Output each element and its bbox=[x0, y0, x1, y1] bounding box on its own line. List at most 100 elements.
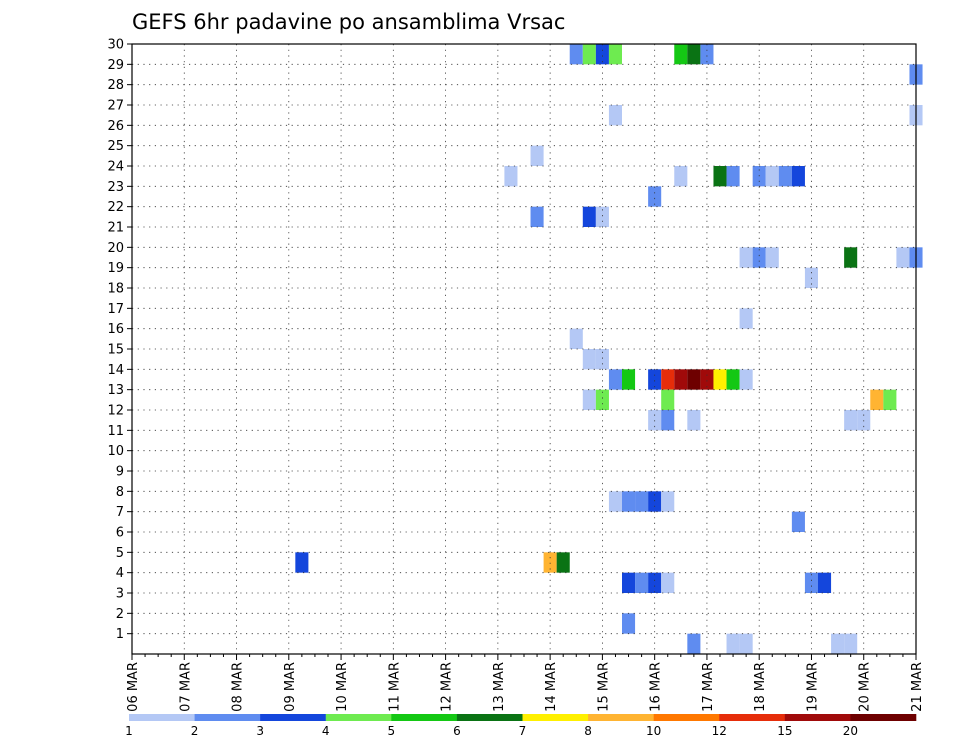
precip-cell-17 bbox=[778, 166, 792, 187]
y-tick-label: 14 bbox=[107, 363, 124, 378]
colorbar-label: 1 bbox=[125, 724, 133, 738]
precip-cell-52 bbox=[844, 410, 858, 431]
precip-cell-45 bbox=[595, 389, 609, 410]
y-tick-label: 23 bbox=[107, 180, 124, 195]
y-tick-label: 17 bbox=[107, 302, 124, 317]
precip-cell-8 bbox=[608, 105, 622, 126]
colorbar-label: 7 bbox=[519, 724, 527, 738]
precip-cell-44 bbox=[582, 389, 596, 410]
y-tick-label: 9 bbox=[116, 465, 124, 480]
precip-cell-40 bbox=[700, 369, 714, 390]
precip-cell-12 bbox=[674, 166, 688, 187]
precip-cell-64 bbox=[635, 572, 649, 593]
colorbar-swatch bbox=[850, 714, 917, 721]
x-axis: 06 MAR 07 MAR 08 MAR 09 MAR 10 MAR 11 MAR 12 M… bbox=[126, 654, 925, 712]
precip-cell-66 bbox=[661, 572, 675, 593]
x-tick-label: 10 MAR bbox=[335, 662, 350, 712]
colorbar-swatch bbox=[719, 714, 786, 721]
precip-cell-13 bbox=[713, 166, 727, 187]
precip-cell-33 bbox=[595, 349, 609, 370]
precip-cell-53 bbox=[857, 410, 871, 431]
colorbar-label: 5 bbox=[388, 724, 396, 738]
precip-cell-48 bbox=[883, 389, 897, 410]
precip-cell-35 bbox=[622, 369, 636, 390]
precip-cell-22 bbox=[595, 206, 609, 227]
precip-cell-27 bbox=[896, 247, 910, 268]
x-tick-label: 09 MAR bbox=[283, 662, 298, 712]
x-tick-label: 06 MAR bbox=[126, 662, 141, 712]
precip-cell-72 bbox=[739, 633, 753, 654]
colorbar-label: 15 bbox=[777, 724, 792, 738]
y-tick-label: 2 bbox=[116, 607, 124, 622]
colorbar-swatch bbox=[260, 714, 327, 721]
precip-cell-67 bbox=[804, 572, 818, 593]
x-tick-label: 11 MAR bbox=[387, 662, 402, 712]
precip-cell-51 bbox=[687, 410, 701, 431]
precip-cell-60 bbox=[295, 552, 309, 573]
colorbar-swatch bbox=[522, 714, 589, 721]
precip-cell-21 bbox=[582, 206, 596, 227]
precip-cell-73 bbox=[831, 633, 845, 654]
x-tick-label: 07 MAR bbox=[178, 662, 193, 712]
precip-cell-34 bbox=[608, 369, 622, 390]
precip-cell-57 bbox=[648, 491, 662, 512]
x-tick-label: 19 MAR bbox=[805, 662, 820, 712]
colorbar-label: 3 bbox=[256, 724, 264, 738]
precip-cell-23 bbox=[739, 247, 753, 268]
y-tick-label: 26 bbox=[107, 119, 124, 134]
precip-cell-25 bbox=[765, 247, 779, 268]
precip-cell-54 bbox=[608, 491, 622, 512]
y-tick-label: 12 bbox=[107, 404, 124, 419]
precip-cell-56 bbox=[635, 491, 649, 512]
x-tick-label: 20 MAR bbox=[858, 662, 873, 712]
y-tick-label: 16 bbox=[107, 322, 124, 337]
x-tick-label: 15 MAR bbox=[596, 662, 611, 712]
colorbar-label: 6 bbox=[453, 724, 461, 738]
colorbar-label: 20 bbox=[843, 724, 858, 738]
precip-cell-24 bbox=[752, 247, 766, 268]
precip-cell-65 bbox=[648, 572, 662, 593]
precip-cell-69 bbox=[622, 613, 636, 634]
y-tick-label: 15 bbox=[107, 343, 124, 358]
precip-cell-38 bbox=[674, 369, 688, 390]
precip-cell-20 bbox=[530, 206, 544, 227]
y-tick-label: 30 bbox=[107, 38, 124, 53]
colorbar-swatch bbox=[391, 714, 458, 721]
y-tick-label: 7 bbox=[116, 505, 124, 520]
colorbar-swatch bbox=[653, 714, 720, 721]
precip-cell-59 bbox=[791, 511, 805, 532]
precip-cell-46 bbox=[661, 389, 675, 410]
x-tick-label: 17 MAR bbox=[701, 662, 716, 712]
precip-cell-32 bbox=[582, 349, 596, 370]
precip-cell-71 bbox=[726, 633, 740, 654]
y-tick-label: 29 bbox=[107, 58, 124, 73]
precip-cell-31 bbox=[569, 328, 583, 349]
precip-cell-26 bbox=[844, 247, 858, 268]
precip-cell-37 bbox=[661, 369, 675, 390]
precip-cell-16 bbox=[765, 166, 779, 187]
precip-cell-0 bbox=[569, 44, 583, 65]
y-tick-label: 4 bbox=[116, 566, 124, 581]
precip-cell-30 bbox=[739, 308, 753, 329]
precip-cell-39 bbox=[687, 369, 701, 390]
y-tick-label: 27 bbox=[107, 99, 124, 114]
precip-cell-19 bbox=[648, 186, 662, 207]
precip-cell-5 bbox=[687, 44, 701, 65]
y-tick-label: 1 bbox=[116, 627, 124, 642]
y-tick-label: 3 bbox=[116, 587, 124, 602]
precip-cell-10 bbox=[530, 145, 544, 166]
precip-cell-2 bbox=[595, 44, 609, 65]
colorbar: 1 2 3 4 5 6 7 8 10 12 15 20 bbox=[125, 714, 917, 738]
y-tick-label: 8 bbox=[116, 485, 124, 500]
precip-cell-6 bbox=[700, 44, 714, 65]
x-tick-label: 21 MAR bbox=[910, 662, 925, 712]
precip-cell-42 bbox=[726, 369, 740, 390]
y-tick-label: 13 bbox=[107, 383, 124, 398]
precip-cell-43 bbox=[739, 369, 753, 390]
precip-cell-47 bbox=[870, 389, 884, 410]
colorbar-swatch bbox=[325, 714, 392, 721]
colorbar-label: 8 bbox=[584, 724, 592, 738]
plot-frame bbox=[131, 43, 917, 655]
colorbar-label: 4 bbox=[322, 724, 330, 738]
